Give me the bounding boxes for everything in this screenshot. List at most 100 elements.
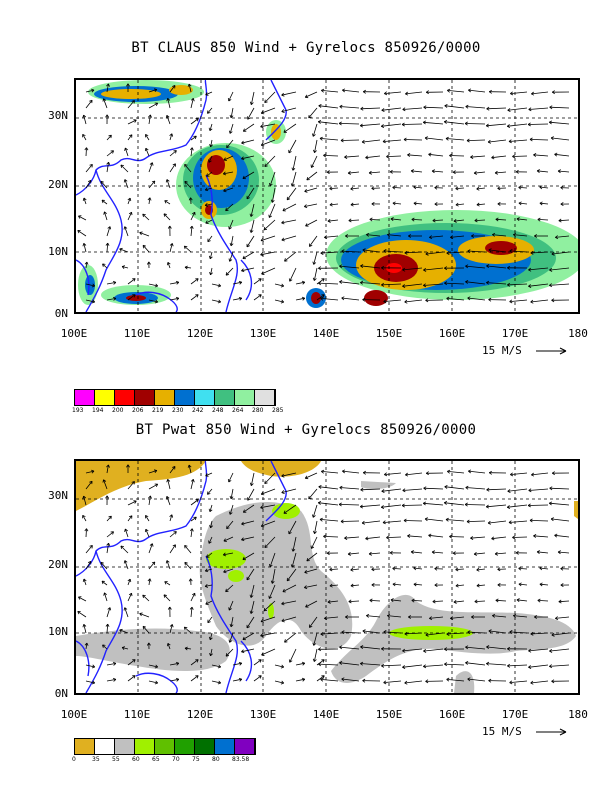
wind-arrow-head: [539, 566, 543, 571]
wind-arrow: [211, 283, 221, 287]
wind-arrow: [268, 584, 276, 599]
wind-arrow-head: [175, 661, 180, 666]
wind-arrow-head: [313, 149, 317, 153]
wind-arrow: [148, 102, 158, 109]
wind-arrow: [207, 235, 213, 242]
wind-arrow-head: [164, 581, 168, 585]
wind-arrow-head: [306, 176, 310, 181]
wind-arrow: [124, 179, 129, 189]
wind-arrow-head: [260, 523, 265, 528]
wind-arrow: [362, 630, 381, 634]
wind-arrow-head: [560, 202, 564, 207]
wind-arrow-head: [401, 503, 405, 508]
colorbar-swatch: [175, 739, 195, 754]
wind-arrow: [169, 133, 173, 141]
wind-arrow-head: [401, 122, 405, 127]
wind-arrow-head: [392, 185, 396, 190]
wind-arrow: [205, 568, 213, 572]
colorbar-tick-label: 83.58: [232, 756, 250, 763]
wind-arrow-head: [360, 661, 364, 666]
wind-arrow: [260, 504, 276, 509]
wind-arrow: [549, 106, 570, 109]
wind-arrow: [167, 98, 171, 109]
wind-arrow-head: [284, 639, 288, 643]
wind-arrow: [247, 488, 255, 501]
wind-arrow-head: [339, 264, 343, 269]
wind-arrow: [387, 615, 402, 618]
wind-arrow-head: [223, 538, 227, 542]
wind-arrow: [387, 234, 402, 237]
wind-arrow: [184, 245, 192, 253]
wind-arrow-head: [494, 170, 498, 175]
wind-arrow: [306, 552, 318, 562]
wind-arrow-head: [382, 139, 386, 144]
wind-arrow-head: [260, 505, 264, 510]
wind-arrow: [253, 294, 262, 301]
wind-arrow-head: [108, 515, 112, 520]
wind-arrow-head: [465, 280, 469, 284]
wind-arrow-head: [488, 248, 492, 253]
wind-arrow-head: [402, 665, 406, 669]
wind-arrow: [455, 584, 465, 587]
wind-arrow-head: [105, 623, 110, 627]
wind-arrow: [305, 219, 318, 227]
wind-arrow: [281, 472, 297, 477]
wind-arrow: [429, 616, 444, 619]
wind-arrow: [509, 631, 528, 634]
wind-arrow: [188, 83, 192, 93]
wind-arrow: [403, 139, 423, 141]
wind-arrow-head: [320, 296, 324, 301]
wind-arrow-head: [188, 578, 193, 582]
wind-arrow-head: [326, 170, 330, 175]
wind-arrow-head: [468, 469, 472, 474]
wind-arrow-head: [449, 534, 453, 539]
wind-arrow-head: [548, 501, 553, 506]
wind-arrow: [124, 147, 129, 157]
wind-arrow: [122, 647, 129, 650]
colorbar-tick-label: 80: [212, 756, 220, 763]
wind-arrow: [124, 560, 129, 570]
wind-arrow: [127, 659, 136, 666]
wind-arrow-head: [506, 505, 511, 509]
wind-arrow: [476, 568, 486, 571]
wind-arrow-head: [312, 642, 317, 646]
wind-arrow-head: [402, 284, 406, 288]
wind-arrow: [205, 91, 213, 96]
wind-arrow-head: [361, 520, 365, 525]
wind-arrow: [145, 148, 150, 157]
colorbar-swatch: [155, 739, 175, 754]
wind-arrow: [474, 171, 486, 174]
wind-arrow: [166, 560, 171, 570]
wind-arrow: [306, 171, 318, 181]
wind-arrow: [309, 616, 318, 628]
wind-arrow: [184, 647, 192, 650]
wind-arrow: [467, 250, 486, 253]
wind-arrow: [101, 580, 108, 586]
wind-arrow-head: [184, 646, 188, 651]
wind-arrow: [386, 155, 402, 157]
wind-arrow-head: [470, 536, 474, 540]
wind-arrow-head: [283, 129, 287, 133]
wind-arrow-head: [127, 197, 132, 202]
wind-arrow: [549, 283, 570, 286]
wind-arrow: [495, 599, 507, 602]
wind-arrow-head: [148, 114, 152, 118]
wind-arrow-head: [132, 278, 136, 282]
wind-arrow-head: [153, 469, 158, 474]
wind-arrow: [551, 518, 570, 522]
wind-arrow-head: [528, 648, 532, 653]
wind-arrow: [360, 282, 381, 285]
wind-arrow: [288, 520, 297, 535]
wind-arrow: [516, 218, 528, 221]
wind-arrow-head: [509, 630, 513, 635]
colorbar-swatch: [215, 390, 235, 405]
wind-arrow: [362, 139, 381, 143]
wind-arrow-head: [172, 544, 176, 548]
wind-arrow-head: [345, 234, 349, 238]
wind-arrow-head: [348, 218, 352, 223]
wind-arrow: [274, 299, 284, 303]
wind-arrow-head: [242, 175, 246, 180]
wind-arrow: [533, 154, 549, 157]
wind-arrow-head: [112, 677, 117, 682]
wind-arrow-head: [339, 280, 343, 284]
